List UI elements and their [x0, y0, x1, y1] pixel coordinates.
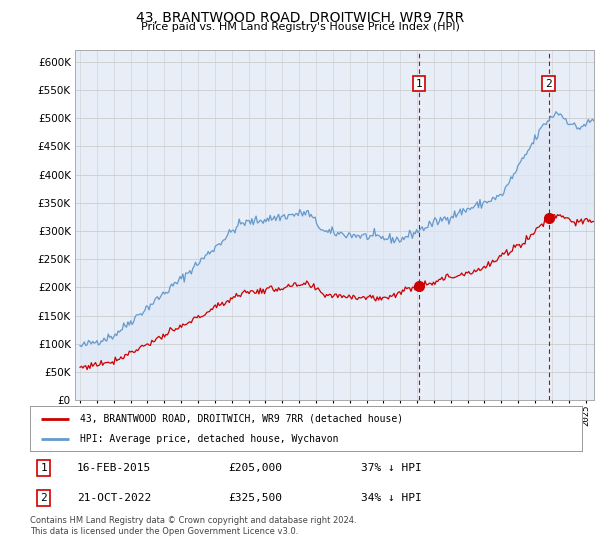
- Text: 43, BRANTWOOD ROAD, DROITWICH, WR9 7RR: 43, BRANTWOOD ROAD, DROITWICH, WR9 7RR: [136, 11, 464, 25]
- Text: 1: 1: [40, 463, 47, 473]
- Text: 2: 2: [545, 78, 552, 88]
- Text: Price paid vs. HM Land Registry's House Price Index (HPI): Price paid vs. HM Land Registry's House …: [140, 22, 460, 32]
- Text: 37% ↓ HPI: 37% ↓ HPI: [361, 463, 422, 473]
- Text: 2: 2: [40, 493, 47, 503]
- Text: 34% ↓ HPI: 34% ↓ HPI: [361, 493, 422, 503]
- Text: Contains HM Land Registry data © Crown copyright and database right 2024.
This d: Contains HM Land Registry data © Crown c…: [30, 516, 356, 536]
- Text: £325,500: £325,500: [229, 493, 283, 503]
- Text: £205,000: £205,000: [229, 463, 283, 473]
- Text: HPI: Average price, detached house, Wychavon: HPI: Average price, detached house, Wych…: [80, 433, 338, 444]
- Text: 1: 1: [416, 78, 422, 88]
- Text: 43, BRANTWOOD ROAD, DROITWICH, WR9 7RR (detached house): 43, BRANTWOOD ROAD, DROITWICH, WR9 7RR (…: [80, 413, 403, 423]
- Text: 16-FEB-2015: 16-FEB-2015: [77, 463, 151, 473]
- Text: 21-OCT-2022: 21-OCT-2022: [77, 493, 151, 503]
